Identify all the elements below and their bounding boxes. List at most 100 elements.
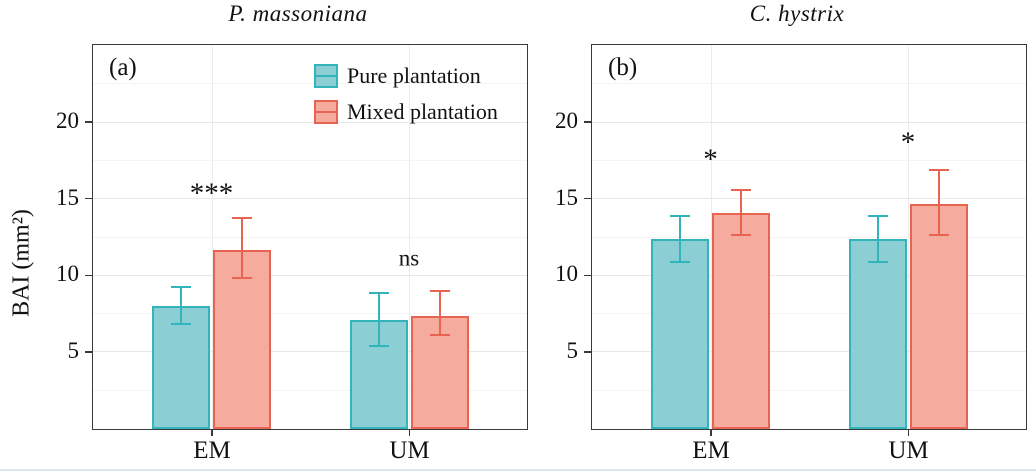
panel-a: (a) *** ns bbox=[92, 44, 528, 430]
minor-gridline bbox=[93, 159, 527, 161]
error-bar-part bbox=[679, 215, 681, 263]
minor-gridline bbox=[592, 83, 1026, 85]
legend: Pure plantation Mixed plantation bbox=[314, 63, 498, 136]
minor-gridline bbox=[592, 159, 1026, 161]
error-bar-pure-um bbox=[867, 215, 888, 263]
y-tick-mark bbox=[584, 121, 591, 123]
category-gridline bbox=[710, 45, 712, 429]
significance-label-em: *** bbox=[189, 177, 234, 210]
major-gridline bbox=[93, 274, 527, 276]
error-bar-part bbox=[670, 260, 690, 263]
error-bar-part bbox=[438, 290, 441, 337]
error-bar-part bbox=[937, 169, 940, 237]
major-gridline bbox=[93, 198, 527, 200]
significance-label-em: * bbox=[703, 143, 718, 176]
x-category-label-em: EM bbox=[193, 437, 231, 464]
error-bar-part bbox=[731, 189, 751, 191]
category-gridline bbox=[908, 45, 909, 429]
legend-item-pure: Pure plantation bbox=[314, 63, 498, 88]
x-category-label-um: UM bbox=[888, 437, 929, 464]
error-bar-part bbox=[171, 323, 191, 326]
y-tick-mark bbox=[85, 351, 92, 353]
x-tick-mark bbox=[710, 430, 712, 436]
error-bar-part bbox=[377, 291, 380, 347]
minor-gridline bbox=[93, 83, 527, 85]
y-tick-mark bbox=[85, 197, 92, 200]
bar-mixed-em bbox=[213, 249, 271, 429]
error-bar-part bbox=[670, 215, 690, 218]
error-bar-pure-um bbox=[368, 291, 389, 347]
x-tick-mark bbox=[907, 430, 910, 436]
y-tick-label: 5 bbox=[67, 337, 80, 363]
x-tick-mark bbox=[211, 430, 213, 436]
error-bar-part bbox=[429, 334, 450, 337]
panel-a-label: (a) bbox=[109, 54, 137, 81]
y-tick-label: 20 bbox=[555, 108, 578, 134]
error-bar-part bbox=[731, 234, 751, 237]
panel-b: (b) * * bbox=[591, 44, 1027, 430]
legend-label-pure: Pure plantation bbox=[347, 63, 481, 88]
error-bar-part bbox=[928, 234, 949, 237]
category-gridline bbox=[409, 45, 410, 429]
x-category-label-em: EM bbox=[692, 437, 730, 464]
legend-label-mixed: Mixed plantation bbox=[347, 99, 498, 124]
y-tick-mark bbox=[584, 274, 591, 277]
error-bar-part bbox=[368, 291, 389, 294]
minor-gridline bbox=[592, 389, 1026, 391]
error-bar-part bbox=[876, 215, 879, 263]
x-tick-mark bbox=[408, 430, 411, 436]
x-category-label-um: UM bbox=[389, 437, 430, 464]
error-bar-part bbox=[241, 216, 243, 280]
error-bar-mixed-um bbox=[429, 290, 450, 337]
y-tick-label: 10 bbox=[555, 261, 578, 287]
error-bar-part bbox=[429, 290, 450, 293]
error-bar-mixed-em bbox=[232, 216, 252, 280]
bar-mixed-um bbox=[909, 203, 968, 429]
error-bar-pure-em bbox=[171, 285, 191, 326]
major-gridline bbox=[592, 198, 1026, 200]
y-tick-mark bbox=[584, 197, 591, 200]
bar-pure-em bbox=[651, 239, 709, 429]
error-bar-part bbox=[232, 216, 252, 219]
pure-plantation-swatch-icon bbox=[314, 64, 338, 88]
y-tick-label: 15 bbox=[56, 184, 79, 210]
major-gridline bbox=[93, 121, 527, 123]
error-bar-mixed-um bbox=[928, 169, 949, 237]
error-bar-part bbox=[867, 260, 888, 263]
major-gridline bbox=[592, 274, 1026, 276]
error-bar-mixed-em bbox=[731, 189, 751, 237]
y-tick-label: 10 bbox=[56, 261, 79, 287]
minor-gridline bbox=[592, 313, 1026, 315]
y-tick-label: 5 bbox=[566, 337, 579, 363]
bar-pure-em bbox=[152, 306, 210, 429]
error-bar-part bbox=[928, 169, 949, 172]
minor-gridline bbox=[592, 236, 1026, 238]
panel-b-title: C. hystrix bbox=[749, 1, 845, 26]
page-bottom-edge bbox=[0, 469, 1036, 471]
bar-pure-um bbox=[848, 239, 907, 429]
panel-a-title: P. massoniana bbox=[228, 1, 368, 26]
error-bar-pure-em bbox=[670, 215, 690, 263]
major-gridline bbox=[592, 351, 1026, 353]
minor-gridline bbox=[93, 236, 527, 238]
error-bar-part bbox=[180, 285, 182, 326]
y-tick-mark bbox=[584, 351, 591, 353]
y-tick-mark bbox=[85, 121, 92, 123]
error-bar-part bbox=[171, 285, 191, 288]
mixed-plantation-swatch-icon bbox=[314, 100, 338, 124]
error-bar-part bbox=[368, 344, 389, 347]
minor-gridline bbox=[93, 313, 527, 315]
y-tick-mark bbox=[85, 274, 92, 277]
significance-label-um: * bbox=[900, 126, 916, 159]
significance-label-um: ns bbox=[398, 245, 420, 271]
panel-b-label: (b) bbox=[608, 54, 638, 81]
bar-mixed-em bbox=[712, 213, 770, 429]
error-bar-part bbox=[740, 189, 742, 237]
major-gridline bbox=[93, 351, 527, 353]
error-bar-part bbox=[867, 215, 888, 218]
error-bar-part bbox=[232, 277, 252, 280]
minor-gridline bbox=[93, 389, 527, 391]
legend-item-mixed: Mixed plantation bbox=[314, 99, 498, 124]
y-tick-label: 20 bbox=[56, 108, 79, 134]
